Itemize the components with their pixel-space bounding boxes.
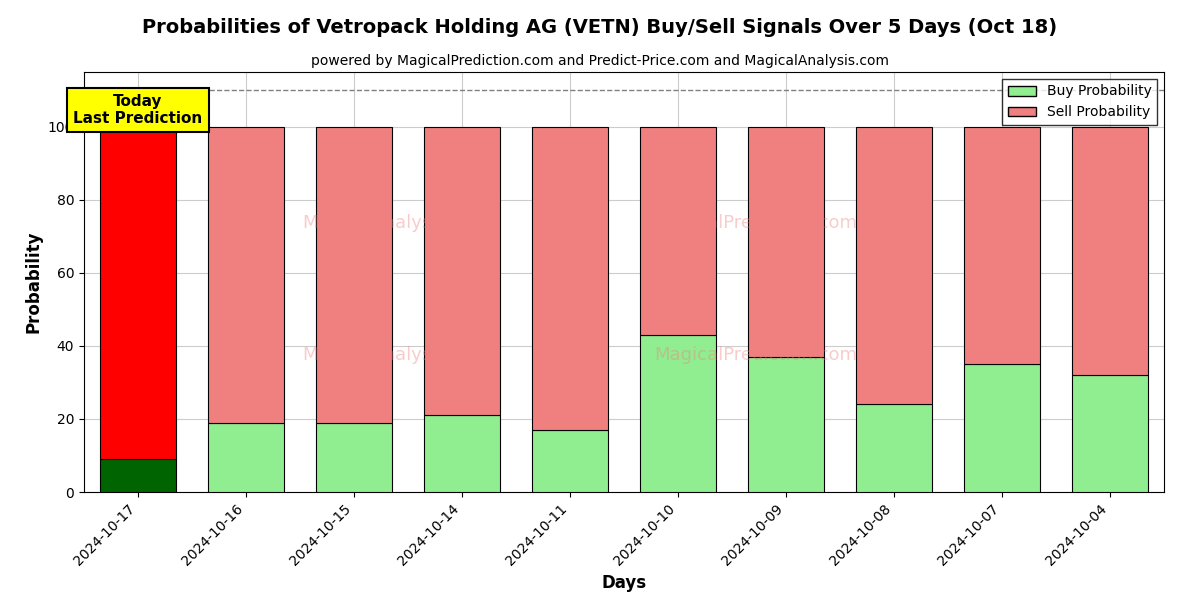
Text: Today
Last Prediction: Today Last Prediction (73, 94, 203, 127)
Bar (425, 415, 500, 492)
Text: MagicalPrediction.com: MagicalPrediction.com (654, 346, 858, 364)
Bar (101, 459, 176, 492)
Bar (749, 357, 824, 492)
X-axis label: Days: Days (601, 574, 647, 592)
Bar (1073, 127, 1147, 375)
Bar (965, 364, 1039, 492)
Bar (1073, 375, 1147, 492)
Text: MagicalAnalysis.com: MagicalAnalysis.com (302, 214, 490, 232)
Text: powered by MagicalPrediction.com and Predict-Price.com and MagicalAnalysis.com: powered by MagicalPrediction.com and Pre… (311, 54, 889, 68)
Text: MagicalPrediction.com: MagicalPrediction.com (654, 214, 858, 232)
Text: MagicalAnalysis.com: MagicalAnalysis.com (302, 346, 490, 364)
Bar (533, 127, 607, 430)
Bar (209, 127, 284, 422)
Y-axis label: Probability: Probability (24, 231, 42, 333)
Bar (857, 404, 932, 492)
Bar (425, 127, 500, 415)
Bar (965, 127, 1039, 364)
Bar (857, 127, 932, 404)
Bar (209, 422, 284, 492)
Bar (749, 127, 824, 357)
Text: Probabilities of Vetropack Holding AG (VETN) Buy/Sell Signals Over 5 Days (Oct 1: Probabilities of Vetropack Holding AG (V… (143, 18, 1057, 37)
Bar (101, 127, 176, 459)
Legend: Buy Probability, Sell Probability: Buy Probability, Sell Probability (1002, 79, 1157, 125)
Bar (641, 335, 716, 492)
Bar (317, 422, 391, 492)
Bar (317, 127, 391, 422)
Bar (641, 127, 716, 335)
Bar (533, 430, 607, 492)
